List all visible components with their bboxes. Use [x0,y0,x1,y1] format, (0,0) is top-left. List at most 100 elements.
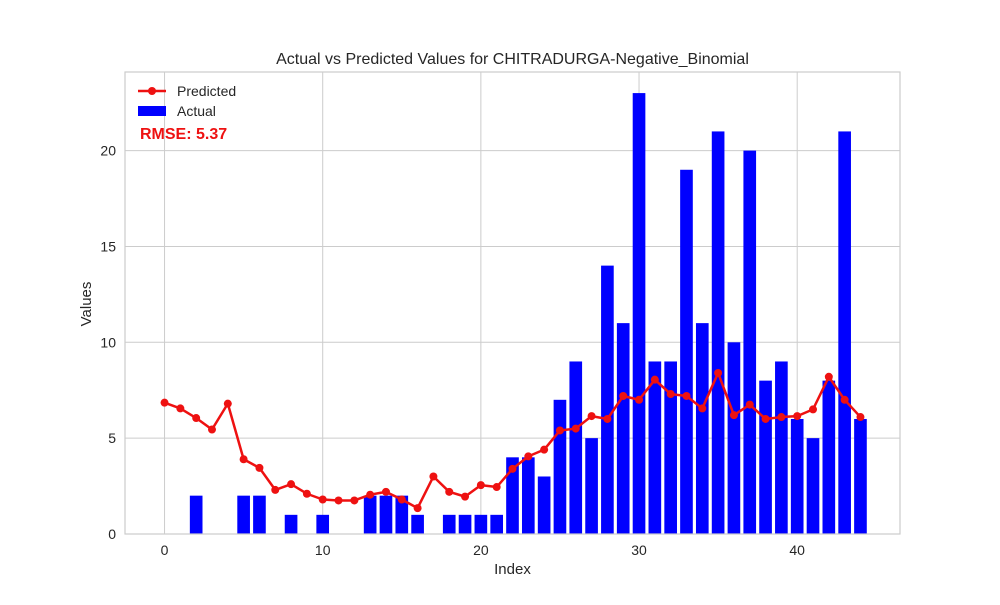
predicted-point [192,414,201,423]
predicted-point [302,489,311,498]
predicted-line-layer [160,368,865,513]
predicted-point [397,495,406,504]
predicted-point [635,395,644,404]
predicted-point [207,425,216,434]
actual-bar [253,495,266,534]
predicted-point [666,390,675,399]
actual-bar [743,150,757,534]
actual-bar [711,131,725,535]
actual-bar [237,495,250,534]
predicted-point [571,424,580,433]
predicted-point [824,372,833,381]
actual-bar [838,131,851,535]
predicted-point [334,496,343,505]
predicted-point [445,487,454,496]
predicted-point [271,485,280,494]
y-tick-label: 15 [100,238,116,254]
rmse-annotation: RMSE: 5.37 [140,126,227,143]
x-tick-label: 10 [315,542,331,558]
actual-bar [601,265,614,534]
predicted-point [429,472,438,481]
legend-actual-label: Actual [177,103,216,119]
x-tick-label: 20 [473,542,489,558]
actual-bar [363,495,377,534]
actual-bars [189,93,867,535]
actual-bar [537,476,551,534]
predicted-point [287,480,296,489]
x-tick-label: 0 [161,542,169,558]
chart-title: Actual vs Predicted Values for CHITRADUR… [276,51,749,68]
predicted-point [540,445,549,454]
y-axis-label: Values [78,282,95,327]
actual-bar [616,323,630,534]
predicted-point [160,398,169,407]
predicted-point [176,404,185,413]
actual-bar [790,418,804,534]
predicted-point [461,492,470,501]
predicted-point [840,395,849,404]
actual-bar [664,361,677,534]
predicted-point [524,452,533,461]
legend-predicted-label: Predicted [177,83,236,99]
predicted-point [476,481,485,490]
predicted-point [761,414,770,423]
predicted-point [350,496,359,505]
predicted-point [587,412,596,421]
predicted-point [508,464,517,473]
x-axis-label: Index [494,561,531,578]
actual-bar [189,495,203,534]
y-tick-label: 5 [108,430,116,446]
actual-bar [395,495,409,534]
actual-bar [474,514,488,534]
actual-bar [632,93,646,535]
predicted-point [777,413,786,422]
actual-bar [585,438,598,534]
actual-bar [316,514,330,534]
predicted-point [381,487,390,496]
x-tick-label: 30 [631,542,647,558]
y-tick-label: 0 [108,526,116,542]
predicted-point [239,455,248,464]
actual-bar [521,457,535,534]
predicted-point [714,368,723,377]
predicted-point [603,414,612,423]
actual-bar [458,514,472,534]
predicted-point [619,391,628,400]
actual-bar [759,380,772,534]
actual-bar [680,169,693,534]
actual-bar [379,495,393,534]
actual-bar [854,418,867,534]
y-tick-label: 20 [100,143,116,159]
predicted-point [318,495,327,504]
predicted-point [366,490,375,499]
legend-actual-swatch [138,106,166,116]
legend: Predicted Actual [138,83,236,119]
actual-bar [411,514,424,534]
predicted-point [650,375,659,384]
predicted-point [745,400,754,409]
actual-bar [506,457,519,534]
actual-bar [822,380,836,534]
predicted-point [255,463,264,472]
actual-bar [442,514,456,534]
predicted-point [856,413,865,422]
actual-bar [648,361,662,534]
actual-bar [806,438,820,534]
predicted-point [729,411,738,420]
predicted-point [793,412,802,421]
x-tick-label: 40 [789,542,805,558]
legend-predicted-marker [148,87,156,95]
predicted-point [809,405,818,414]
predicted-point [413,504,422,513]
y-tick-label: 10 [100,334,116,350]
actual-bar [553,399,567,534]
actual-bar [284,514,298,534]
predicted-point [492,483,501,492]
tick-labels: 0 10 20 30 40 0 5 10 15 20 [100,143,805,558]
plot-frame [124,71,901,535]
predicted-point [682,391,691,400]
predicted-point [555,426,564,435]
predicted-point [223,399,232,408]
